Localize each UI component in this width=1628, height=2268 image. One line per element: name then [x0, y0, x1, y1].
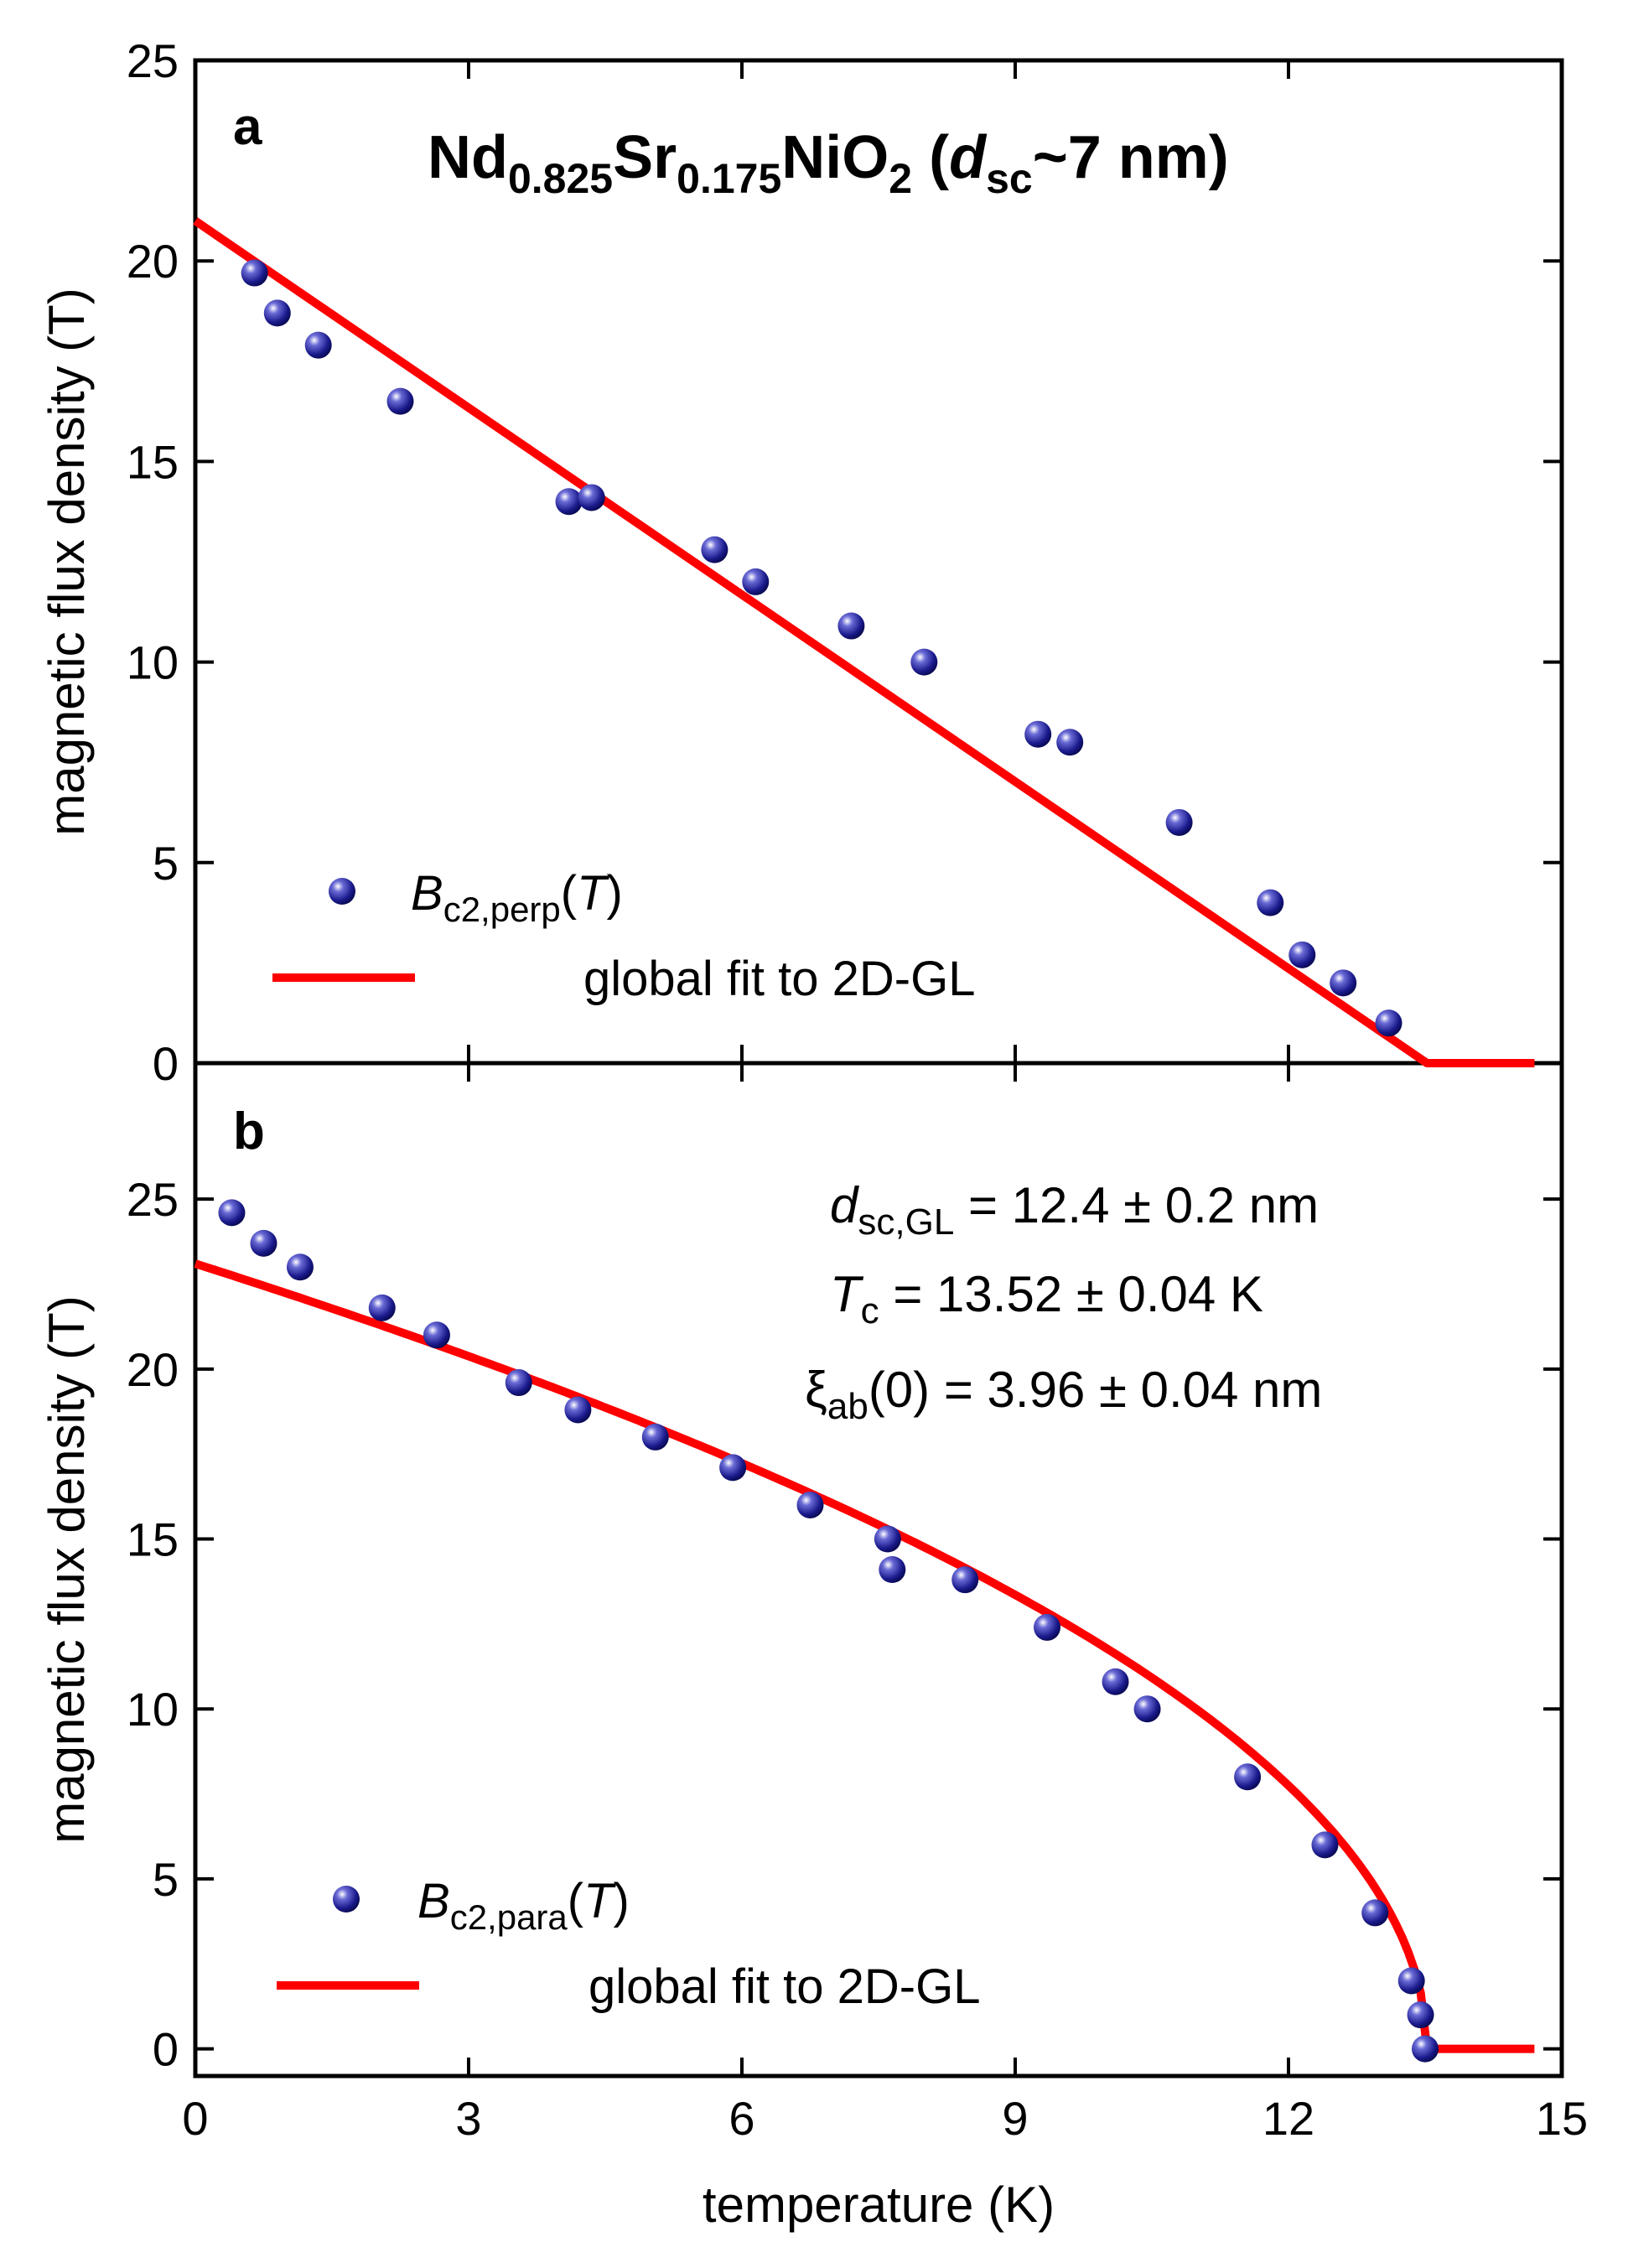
panel-a-legend-fit: global fit to 2D-GL [583, 952, 975, 1006]
panel-b-data-point [368, 1294, 396, 1321]
x-tick-label: 12 [1262, 2092, 1314, 2145]
panel-a-data-point [241, 259, 268, 287]
panel-a-y-axis-label: magnetic flux density (T) [39, 288, 95, 836]
panel-a-ticks: 0 5 10 15 20 25 [127, 34, 1563, 1090]
panel-b-y-tick-label: 15 [127, 1513, 179, 1566]
panel-b-fit-line [194, 1259, 1535, 2053]
panel-a-data-point [1257, 889, 1284, 916]
panel-a-data-point [1375, 1009, 1402, 1037]
panel-a-y-tick-label: 25 [127, 34, 179, 87]
panel-a-data-point [837, 612, 865, 640]
panel-b-data-point [1133, 1695, 1161, 1723]
x-tick-label: 9 [1002, 2092, 1028, 2145]
panel-b-data-point [1034, 1613, 1061, 1641]
panel-b-data-point [218, 1199, 246, 1227]
panel-b-data-point [796, 1491, 824, 1518]
panel-a-data-point [304, 331, 332, 359]
panel-b-data-point [719, 1454, 747, 1482]
panel-b-data-point [505, 1369, 532, 1397]
panel-a-data-point [1024, 720, 1052, 748]
panel-a-data-point [555, 488, 583, 516]
panel-b-points [218, 1199, 1439, 2063]
panel-b-legend-series: Bc2,para(T) [417, 1874, 630, 1937]
panel-a-data-point [701, 536, 728, 563]
panel-b-data-point [1361, 1899, 1389, 1927]
panel-a-data-point [1165, 808, 1193, 836]
panel-a-data-point [1330, 969, 1357, 997]
panel-b-legend-fit: global fit to 2D-GL [588, 1959, 980, 2014]
panel-b-y-axis-label: magnetic flux density (T) [39, 1295, 95, 1844]
panel-b-data-point [1412, 2035, 1439, 2063]
panel-a-y-tick-label: 5 [153, 837, 179, 890]
panel-b-y-tick-label: 0 [153, 2023, 179, 2076]
panel-a-data-point [263, 299, 291, 327]
panel-a-y-tick-label: 15 [127, 435, 179, 488]
annotation-tc: Tc = 13.52 ± 0.04 K [830, 1266, 1263, 1331]
panel-b-ticks: 0 5 10 15 20 25 0 3 6 9 12 15 [127, 1063, 1588, 2145]
panel-b-legend-marker [333, 1886, 360, 1912]
panel-a-fit-line [193, 217, 1535, 1067]
panel-a-y-tick-label: 10 [127, 636, 179, 689]
panel-b-y-tick-label: 5 [153, 1853, 179, 1906]
annotation-dsc: dsc,GL = 12.4 ± 0.2 nm [830, 1177, 1319, 1243]
panel-a-data-point [1288, 941, 1316, 968]
panel-b-y-tick-label: 20 [127, 1343, 179, 1396]
panel-b-data-point [250, 1229, 277, 1257]
panel-b-data-point [874, 1525, 901, 1553]
panel-b-data-point [641, 1423, 669, 1451]
panel-b-data-point [286, 1253, 314, 1281]
x-tick-label: 6 [728, 2092, 754, 2145]
panel-b-data-point [879, 1556, 906, 1583]
annotation-xi: ξab(0) = 3.96 ± 0.04 nm [805, 1362, 1322, 1427]
panel-a-data-point [578, 484, 605, 511]
panel-a-legend-series: Bc2,perp(T) [411, 866, 623, 929]
panel-a-y-tick-label: 20 [127, 235, 179, 288]
panel-b-data-point [1397, 1967, 1425, 1995]
panel-a-y-tick-label: 0 [153, 1037, 179, 1090]
panel-a-frame [193, 58, 1564, 1066]
panel-a-title: Nd0.825Sr0.175NiO2 (dsc~7 nm) [428, 124, 1229, 202]
panel-a-data-point [910, 648, 938, 676]
panel-b-data-point [951, 1566, 979, 1594]
panel-b-data-point [423, 1321, 450, 1349]
panel-b-letter: b [233, 1103, 265, 1160]
panel-b-data-point [1234, 1763, 1262, 1791]
x-axis-label: temperature (K) [703, 2177, 1055, 2233]
panel-b-data-point [1102, 1668, 1129, 1695]
panel-b-y-tick-label: 25 [127, 1173, 179, 1226]
panel-b-data-point [1407, 2001, 1434, 2029]
x-tick-label: 3 [455, 2092, 481, 2145]
panel-b-y-tick-label: 10 [127, 1683, 179, 1736]
panel-a-data-point [1056, 729, 1084, 756]
x-tick-label: 0 [182, 2092, 208, 2145]
panel-b-data-point [564, 1396, 592, 1424]
panel-b-frame [193, 1061, 1564, 2079]
panel-a-data-point [386, 387, 414, 415]
x-tick-label: 15 [1536, 2092, 1588, 2145]
panel-a-letter: a [233, 98, 262, 156]
panel-a-data-point [742, 568, 770, 595]
panel-a-legend-marker [329, 878, 355, 905]
panel-b-data-point [1311, 1831, 1339, 1859]
panel-a-points [241, 259, 1402, 1037]
